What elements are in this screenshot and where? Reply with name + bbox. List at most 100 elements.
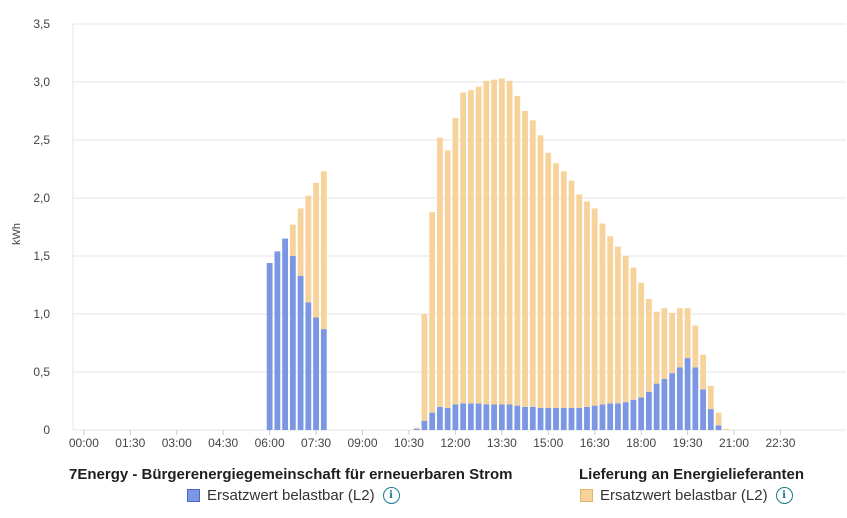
bar-7energy[interactable] (266, 262, 273, 430)
bar-7energy[interactable] (684, 358, 691, 430)
bar-lieferung[interactable] (661, 308, 668, 379)
bar-7energy[interactable] (576, 407, 583, 430)
bar-lieferung[interactable] (437, 137, 443, 407)
bar-lieferung[interactable] (723, 428, 730, 430)
bar-lieferung[interactable] (638, 282, 645, 398)
bar-lieferung[interactable] (560, 171, 567, 408)
bar-7energy[interactable] (282, 238, 289, 430)
bar-lieferung[interactable] (630, 267, 637, 400)
bar-lieferung[interactable] (607, 236, 614, 404)
bar-7energy[interactable] (645, 391, 652, 430)
bar-7energy[interactable] (297, 275, 304, 430)
bar-7energy[interactable] (475, 403, 482, 430)
bar-7energy[interactable] (529, 406, 536, 430)
bar-lieferung[interactable] (529, 120, 536, 407)
bar-7energy[interactable] (568, 407, 575, 430)
bar-lieferung[interactable] (429, 211, 436, 413)
bar-7energy[interactable] (460, 403, 467, 430)
bar-lieferung[interactable] (599, 223, 606, 405)
bar-lieferung[interactable] (676, 308, 683, 368)
bar-lieferung[interactable] (452, 117, 459, 405)
bar-lieferung[interactable] (514, 95, 521, 406)
bar-7energy[interactable] (560, 407, 567, 430)
bar-7energy[interactable] (421, 420, 428, 430)
bar-lieferung[interactable] (421, 314, 428, 421)
bar-7energy[interactable] (615, 403, 621, 430)
bar-7energy[interactable] (514, 405, 521, 430)
bar-7energy[interactable] (444, 407, 451, 430)
bar-lieferung[interactable] (553, 163, 559, 408)
bar-lieferung[interactable] (491, 79, 497, 405)
bar-7energy[interactable] (313, 317, 319, 430)
bar-lieferung[interactable] (653, 311, 660, 384)
bar-lieferung[interactable] (498, 78, 505, 405)
bar-7energy[interactable] (599, 404, 606, 430)
bar-7energy[interactable] (676, 367, 683, 430)
bar-lieferung[interactable] (568, 180, 575, 408)
bar-7energy[interactable] (305, 302, 312, 430)
legend-item-label: Ersatzwert belastbar (L2) (207, 487, 375, 504)
bar-lieferung[interactable] (700, 354, 706, 390)
x-tick-label: 09:00 (347, 436, 377, 450)
bar-7energy[interactable] (669, 373, 676, 430)
bar-7energy[interactable] (661, 378, 668, 430)
bar-lieferung[interactable] (684, 308, 691, 359)
bar-lieferung[interactable] (591, 208, 598, 406)
bar-7energy[interactable] (289, 256, 296, 430)
bar-lieferung[interactable] (289, 224, 296, 256)
bar-7energy[interactable] (413, 428, 420, 430)
bar-lieferung[interactable] (522, 111, 528, 407)
bar-7energy[interactable] (653, 383, 660, 430)
bar-7energy[interactable] (692, 367, 699, 430)
bar-7energy[interactable] (506, 404, 513, 430)
bar-7energy[interactable] (537, 407, 544, 430)
bar-7energy[interactable] (498, 404, 505, 430)
bar-7energy[interactable] (452, 404, 459, 430)
bar-lieferung[interactable] (320, 171, 327, 330)
bar-7energy[interactable] (320, 329, 327, 430)
bar-7energy[interactable] (274, 251, 281, 430)
bar-lieferung[interactable] (297, 208, 304, 276)
bar-7energy[interactable] (584, 406, 590, 430)
bar-lieferung[interactable] (707, 385, 714, 410)
bar-7energy[interactable] (522, 406, 528, 430)
bar-lieferung[interactable] (506, 80, 513, 405)
bar-lieferung[interactable] (467, 90, 474, 404)
bar-lieferung[interactable] (715, 412, 722, 426)
bar-lieferung[interactable] (576, 194, 583, 408)
bar-7energy[interactable] (607, 403, 614, 430)
bar-lieferung[interactable] (475, 86, 482, 404)
bar-7energy[interactable] (467, 403, 474, 430)
bar-lieferung[interactable] (622, 256, 629, 403)
bar-7energy[interactable] (491, 404, 497, 430)
info-icon[interactable]: i (382, 487, 400, 504)
bar-lieferung[interactable] (584, 201, 590, 407)
bar-lieferung[interactable] (460, 92, 467, 404)
bar-7energy[interactable] (622, 402, 629, 430)
bar-lieferung[interactable] (413, 427, 420, 429)
bar-lieferung[interactable] (483, 80, 490, 405)
info-icon[interactable]: i (775, 487, 793, 504)
bar-7energy[interactable] (437, 406, 443, 430)
bar-lieferung[interactable] (692, 325, 699, 368)
legend-item[interactable]: Ersatzwert belastbar (L2) i (187, 487, 512, 504)
bar-7energy[interactable] (553, 407, 559, 430)
bar-lieferung[interactable] (669, 312, 676, 374)
bar-7energy[interactable] (429, 412, 436, 430)
bar-7energy[interactable] (700, 389, 706, 430)
bar-lieferung[interactable] (545, 152, 552, 408)
bar-lieferung[interactable] (313, 182, 319, 318)
bar-lieferung[interactable] (645, 298, 652, 392)
bar-7energy[interactable] (638, 397, 645, 430)
bar-lieferung[interactable] (615, 246, 621, 404)
bar-7energy[interactable] (591, 405, 598, 430)
bar-lieferung[interactable] (305, 195, 312, 303)
bar-7energy[interactable] (715, 425, 722, 430)
bar-7energy[interactable] (483, 404, 490, 430)
bar-lieferung[interactable] (444, 150, 451, 408)
bar-7energy[interactable] (630, 399, 637, 430)
bar-lieferung[interactable] (537, 135, 544, 408)
legend-item[interactable]: Ersatzwert belastbar (L2) i (580, 487, 804, 504)
bar-7energy[interactable] (545, 407, 552, 430)
bar-7energy[interactable] (707, 409, 714, 430)
